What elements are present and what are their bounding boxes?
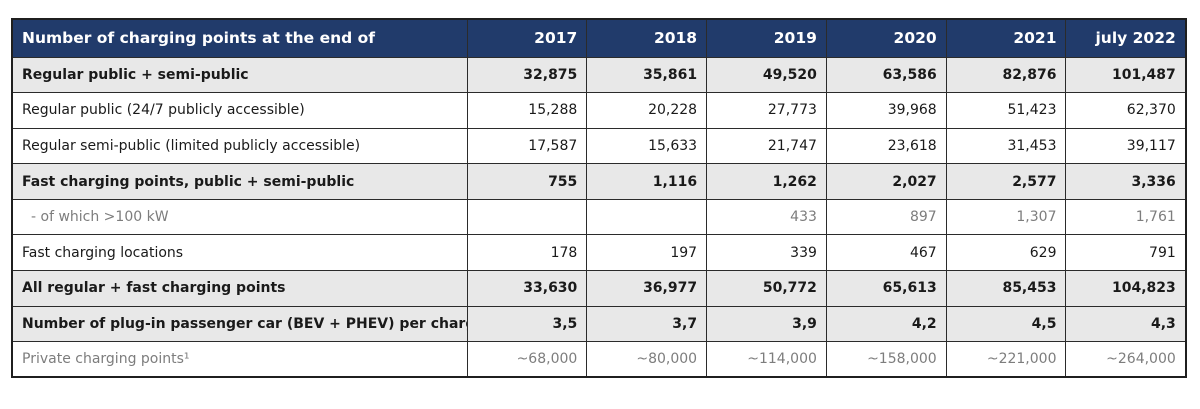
value-cell: 1,262 — [706, 163, 827, 200]
table-row-fast-charging-locations: Fast charging locations 178 197 339 467 … — [11, 234, 1187, 272]
row-label: Number of plug-in passenger car (BEV + P… — [11, 305, 468, 343]
header-year-cell: 2019 — [706, 18, 827, 58]
value-cell: 755 — [466, 163, 588, 200]
value-cell: 197 — [586, 234, 708, 272]
value-cell: 3,7 — [586, 305, 708, 343]
table-row-private-charging-points: Private charging points¹ ~68,000 ~80,000… — [11, 341, 1187, 378]
table-row-regular-public-semi-public: Regular public + semi-public 32,875 35,8… — [11, 56, 1187, 94]
header-year-cell: july 2022 — [1065, 18, 1187, 58]
value-cell: 2,027 — [825, 163, 947, 200]
value-cell — [586, 198, 708, 236]
value-cell: 35,861 — [586, 56, 708, 94]
row-label: Fast charging points, public + semi-publ… — [11, 163, 468, 200]
value-cell: 15,288 — [466, 92, 588, 129]
row-label: Private charging points¹ — [11, 341, 468, 378]
table-row-fast-charging-points: Fast charging points, public + semi-publ… — [11, 163, 1187, 200]
value-cell: 897 — [825, 198, 947, 236]
value-cell: 1,116 — [586, 163, 708, 200]
row-label: Regular public + semi-public — [11, 56, 468, 94]
row-label: Regular semi-public (limited publicly ac… — [11, 127, 468, 165]
value-cell: 15,633 — [586, 127, 708, 165]
value-cell: 104,823 — [1065, 270, 1187, 307]
table-row-cars-per-charging-point: Number of plug-in passenger car (BEV + P… — [11, 305, 1187, 343]
value-cell: 49,520 — [706, 56, 827, 94]
header-year-cell: 2017 — [466, 18, 588, 58]
value-cell: 629 — [945, 234, 1067, 272]
value-cell: ~264,000 — [1065, 341, 1187, 378]
value-cell: 31,453 — [945, 127, 1067, 165]
value-cell: 23,618 — [825, 127, 947, 165]
value-cell: 3,5 — [466, 305, 588, 343]
row-label: Regular public (24/7 publicly accessible… — [11, 92, 468, 129]
header-label-cell: Number of charging points at the end of — [11, 18, 468, 58]
value-cell: 17,587 — [466, 127, 588, 165]
value-cell: 791 — [1065, 234, 1187, 272]
value-cell: 65,613 — [825, 270, 947, 307]
header-year-cell: 2020 — [825, 18, 947, 58]
value-cell: 51,423 — [945, 92, 1067, 129]
value-cell: 36,977 — [586, 270, 708, 307]
value-cell: 33,630 — [466, 270, 588, 307]
header-year-cell: 2021 — [945, 18, 1067, 58]
value-cell: 32,875 — [466, 56, 588, 94]
value-cell: 433 — [706, 198, 827, 236]
value-cell: ~68,000 — [466, 341, 588, 378]
value-cell: 21,747 — [706, 127, 827, 165]
value-cell: 339 — [706, 234, 827, 272]
table-header-row: Number of charging points at the end of … — [11, 18, 1187, 58]
header-year-cell: 2018 — [586, 18, 708, 58]
value-cell: 4,2 — [825, 305, 947, 343]
value-cell: ~221,000 — [945, 341, 1067, 378]
value-cell: 82,876 — [945, 56, 1067, 94]
table-row-regular-public: Regular public (24/7 publicly accessible… — [11, 92, 1187, 129]
value-cell: 1,307 — [945, 198, 1067, 236]
value-cell: 39,968 — [825, 92, 947, 129]
row-label: All regular + fast charging points — [11, 270, 468, 307]
table-row-regular-semi-public: Regular semi-public (limited publicly ac… — [11, 127, 1187, 165]
value-cell: 101,487 — [1065, 56, 1187, 94]
table-row-all-charging-points: All regular + fast charging points 33,63… — [11, 270, 1187, 307]
charging-points-table: Number of charging points at the end of … — [11, 18, 1187, 379]
value-cell: 2,577 — [945, 163, 1067, 200]
value-cell: 4,3 — [1065, 305, 1187, 343]
value-cell: ~158,000 — [825, 341, 947, 378]
row-label: Fast charging locations — [11, 234, 468, 272]
row-label: - of which >100 kW — [11, 198, 468, 236]
value-cell: 3,336 — [1065, 163, 1187, 200]
value-cell: 1,761 — [1065, 198, 1187, 236]
value-cell: 62,370 — [1065, 92, 1187, 129]
value-cell: 4,5 — [945, 305, 1067, 343]
value-cell: 467 — [825, 234, 947, 272]
value-cell: 85,453 — [945, 270, 1067, 307]
value-cell: 20,228 — [586, 92, 708, 129]
table-row-over-100kw: - of which >100 kW 433 897 1,307 1,761 — [11, 198, 1187, 236]
value-cell: ~80,000 — [586, 341, 708, 378]
value-cell: 27,773 — [706, 92, 827, 129]
value-cell — [466, 198, 588, 236]
value-cell: 178 — [466, 234, 588, 272]
value-cell: 39,117 — [1065, 127, 1187, 165]
value-cell: 3,9 — [706, 305, 827, 343]
value-cell: 63,586 — [825, 56, 947, 94]
value-cell: 50,772 — [706, 270, 827, 307]
value-cell: ~114,000 — [706, 341, 827, 378]
